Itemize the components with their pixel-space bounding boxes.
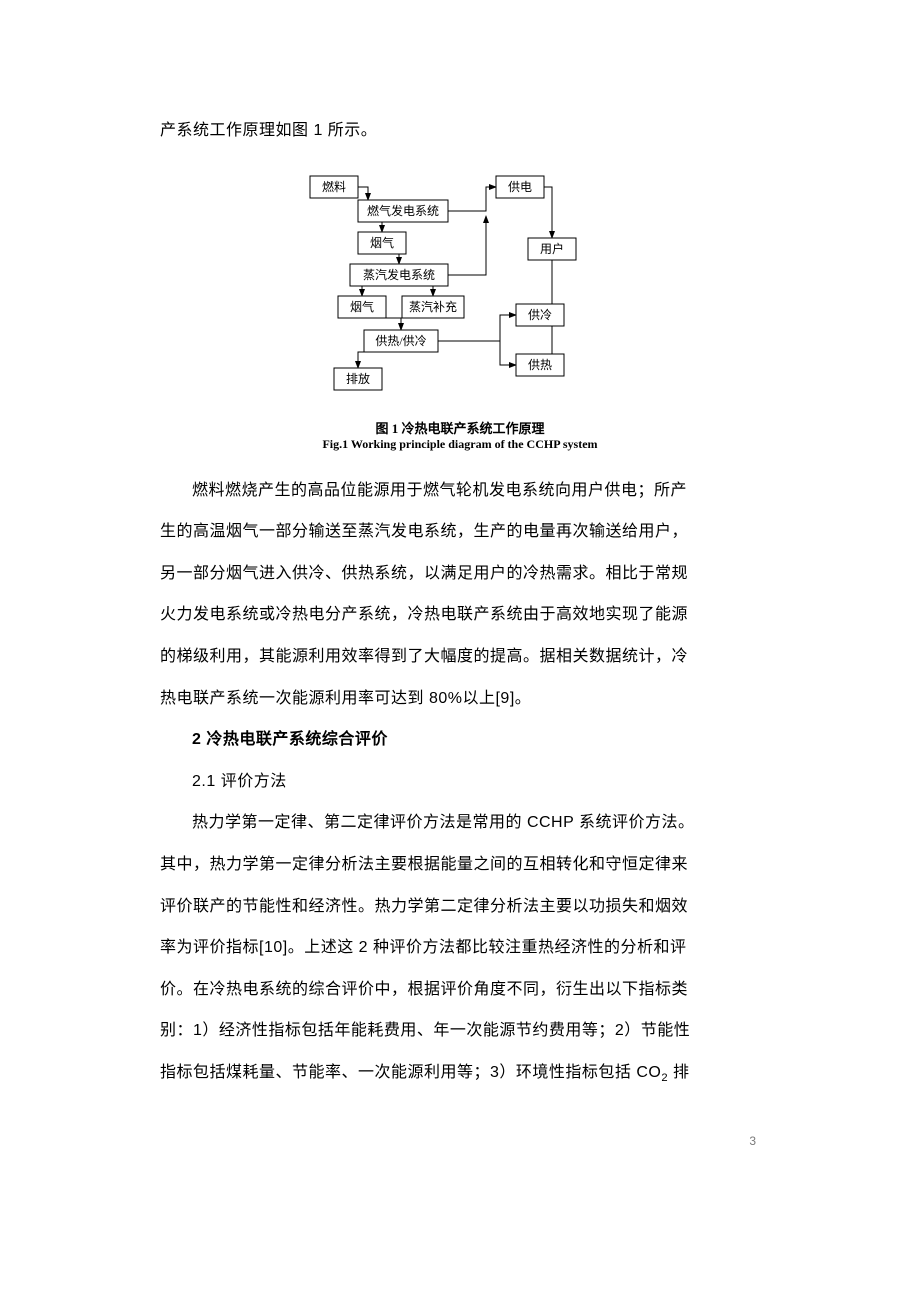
section-heading-2: 2 冷热电联产系统综合评价 [160,719,760,761]
paragraph-2: 热力学第一定律、第二定律评价方法是常用的 CCHP 系统评价方法。 其中，热力学… [160,802,760,1093]
body-line-co2: 指标包括煤耗量、节能率、一次能源利用等；3）环境性指标包括 CO2 排 [160,1052,760,1094]
body-line: 评价联产的节能性和经济性。热力学第二定律分析法主要以功损失和烟效 [160,886,760,928]
paragraph-1: 燃料燃烧产生的高品位能源用于燃气轮机发电系统向用户供电；所产 生的高温烟气一部分… [160,470,760,720]
body-line: 的梯级利用，其能源利用效率得到了大幅度的提高。据相关数据统计，冷 [160,636,760,678]
svg-text:燃气发电系统: 燃气发电系统 [367,203,439,218]
svg-text:供电: 供电 [508,180,532,194]
body-line: 热力学第一定律、第二定律评价方法是常用的 CCHP 系统评价方法。 [160,802,760,844]
body-line: 价。在冷热电系统的综合评价中，根据评价角度不同，衍生出以下指标类 [160,969,760,1011]
svg-text:蒸汽发电系统: 蒸汽发电系统 [363,267,435,282]
figure-caption-en: Fig.1 Working principle diagram of the C… [160,437,760,452]
diagram-container: 燃料供电燃气发电系统烟气用户蒸汽发电系统烟气蒸汽补充供冷供热/供冷供热排放 [160,170,760,410]
svg-text:燃料: 燃料 [322,179,346,194]
svg-text:用户: 用户 [540,241,564,256]
svg-text:供冷: 供冷 [528,308,552,322]
svg-text:供热/供冷: 供热/供冷 [375,334,426,348]
body-text: 指标包括煤耗量、节能率、一次能源利用等；3）环境性指标包括 CO [160,1064,661,1081]
svg-text:烟气: 烟气 [370,235,394,250]
body-line: 火力发电系统或冷热电分产系统，冷热电联产系统由于高效地实现了能源 [160,594,760,636]
svg-text:排放: 排放 [346,371,370,386]
svg-text:蒸汽补充: 蒸汽补充 [409,299,457,314]
body-line: 另一部分烟气进入供冷、供热系统，以满足用户的冷热需求。相比于常规 [160,553,760,595]
page: 产系统工作原理如图 1 所示。 燃料供电燃气发电系统烟气用户蒸汽发电系统烟气蒸汽… [0,0,920,1208]
body-line: 别：1）经济性指标包括年能耗费用、年一次能源节约费用等；2）节能性 [160,1010,760,1052]
section-heading-2-1: 2.1 评价方法 [160,761,760,803]
page-number: 3 [160,1134,760,1148]
figure-caption-cn: 图 1 冷热电联产系统工作原理 [160,418,760,437]
svg-text:供热: 供热 [528,358,552,372]
intro-line: 产系统工作原理如图 1 所示。 [160,110,760,152]
body-text: 排 [668,1064,689,1081]
body-line: 燃料燃烧产生的高品位能源用于燃气轮机发电系统向用户供电；所产 [160,470,760,512]
body-line: 热电联产系统一次能源利用率可达到 80%以上[9]。 [160,678,760,720]
body-line: 率为评价指标[10]。上述这 2 种评价方法都比较注重热经济性的分析和评 [160,927,760,969]
body-line: 生的高温烟气一部分输送至蒸汽发电系统，生产的电量再次输送给用户， [160,511,760,553]
cchp-diagram: 燃料供电燃气发电系统烟气用户蒸汽发电系统烟气蒸汽补充供冷供热/供冷供热排放 [290,170,630,410]
svg-text:烟气: 烟气 [350,299,374,314]
body-line: 其中，热力学第一定律分析法主要根据能量之间的互相转化和守恒定律来 [160,844,760,886]
